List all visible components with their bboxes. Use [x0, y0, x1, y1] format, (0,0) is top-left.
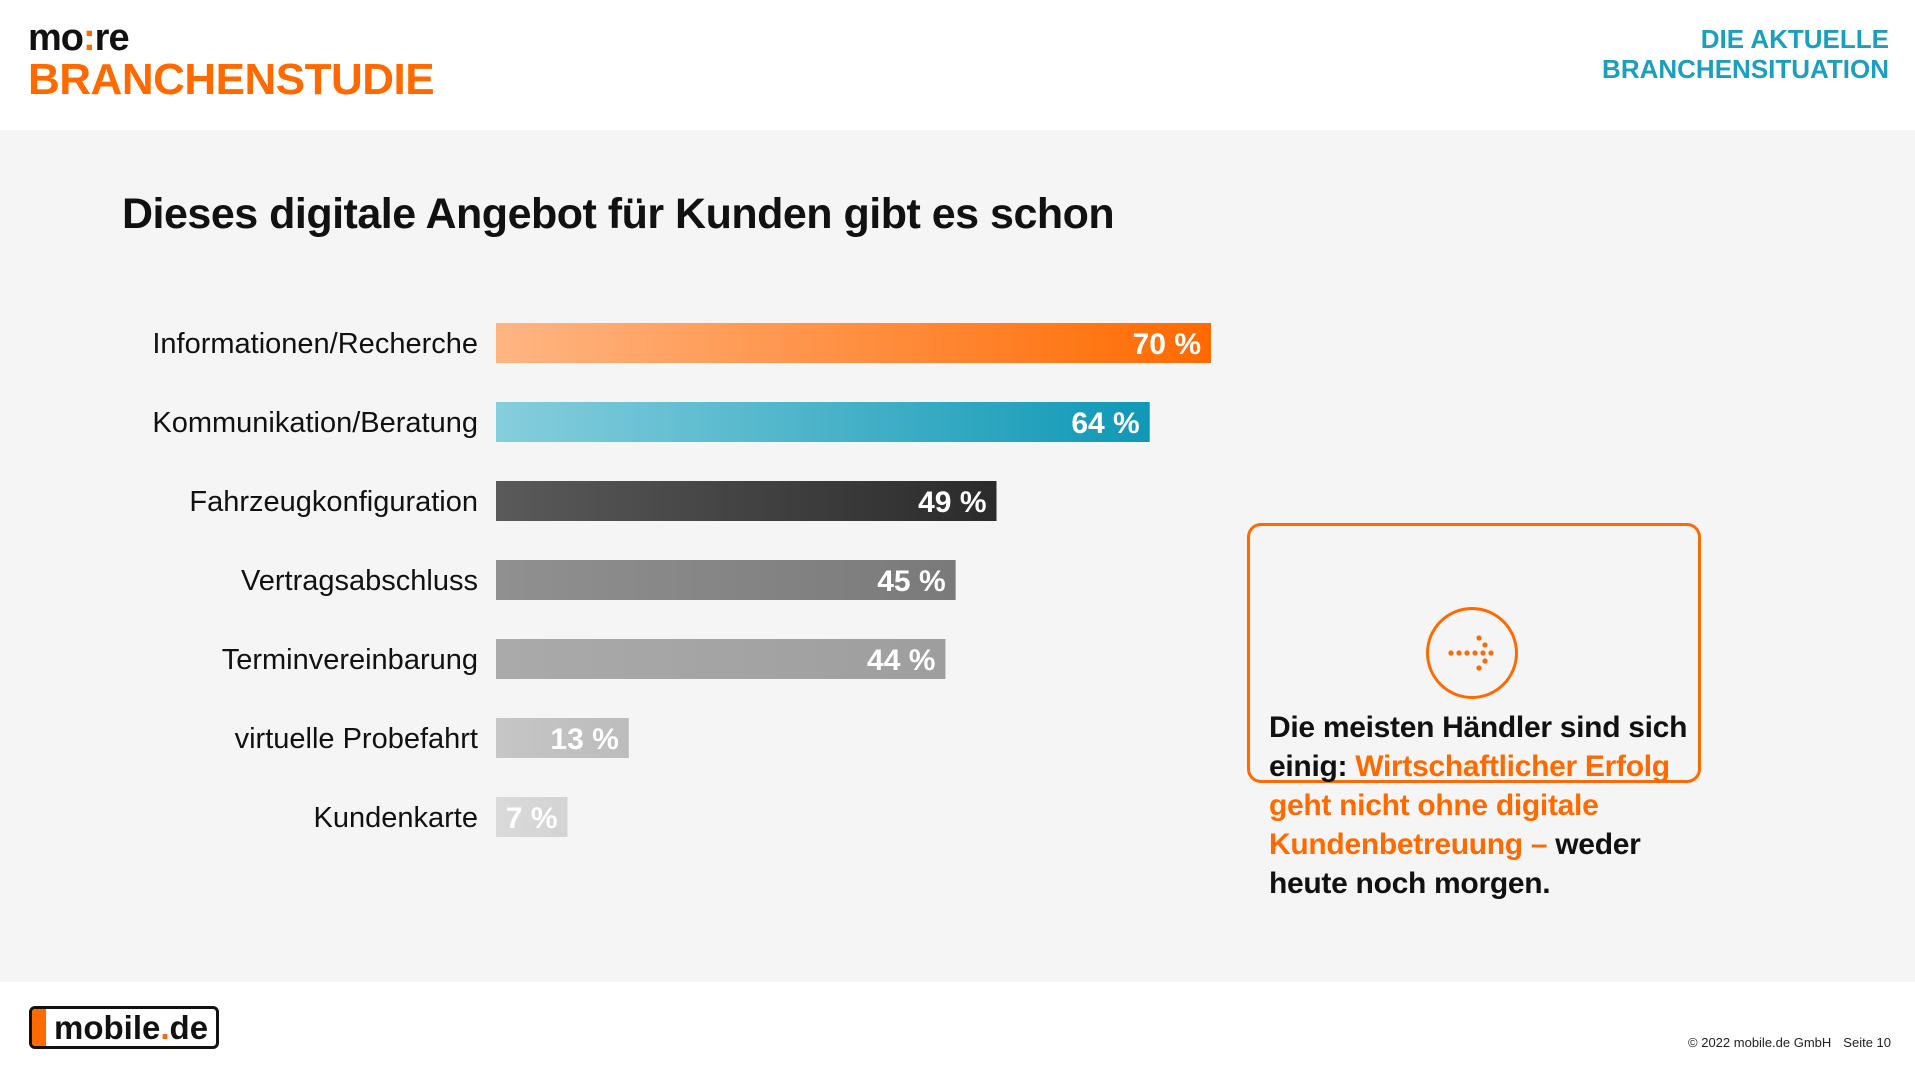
copyright: © 2022 mobile.de GmbH Seite 10	[1688, 1035, 1891, 1050]
bar	[496, 797, 568, 837]
bar	[496, 481, 997, 521]
brand-top: mo:re	[28, 18, 434, 58]
bar	[496, 560, 956, 600]
main-content: Dieses digitale Angebot für Kunden gibt …	[0, 130, 1915, 982]
category-label: Terminvereinbarung	[222, 644, 478, 676]
section-tag-line1: DIE AKTUELLE	[1700, 24, 1889, 54]
section-tag-line2: BRANCHENSITUATION	[1602, 54, 1889, 84]
mobile-de-logo: mobile.de	[29, 1006, 220, 1049]
logo-dot: .	[160, 1009, 170, 1046]
copyright-text: © 2022 mobile.de GmbH	[1688, 1035, 1832, 1050]
callout-text: Die meisten Händler sind sich einig: Wir…	[1269, 708, 1689, 903]
brand-top-colon: :	[83, 17, 96, 59]
category-label: Kundenkarte	[314, 802, 478, 834]
brand-bottom: BRANCHENSTUDIE	[28, 55, 435, 104]
callout-text-a: Die meisten Händler sind sich einig:	[1269, 711, 1688, 783]
footer	[0, 982, 1915, 1077]
callout-text-highlight: Wirtschaftlicher Erfolg geht nicht ohne …	[1269, 750, 1670, 861]
callout-text-b: weder heute noch morgen.	[1269, 828, 1641, 900]
page-number: Seite 10	[1843, 1035, 1891, 1050]
brand-top-part-b: re	[94, 17, 130, 59]
dotted-arrow-right-icon	[1448, 635, 1494, 671]
data-label: 7 %	[506, 802, 558, 835]
bar	[496, 402, 1150, 442]
data-label: 49 %	[918, 486, 986, 519]
category-label: virtuelle Probefahrt	[235, 723, 478, 755]
category-label: Kommunikation/Beratung	[152, 407, 478, 439]
brand-top-part-a: mo	[28, 17, 84, 59]
logo-text-a: mobile	[54, 1009, 161, 1046]
section-tag: DIE AKTUELLE BRANCHENSITUATION	[1602, 24, 1889, 84]
bar	[496, 639, 946, 679]
page-title: Dieses digitale Angebot für Kunden gibt …	[122, 190, 1115, 238]
data-label: 70 %	[1133, 328, 1201, 361]
bar	[496, 718, 629, 758]
category-label: Fahrzeugkonfiguration	[189, 486, 478, 518]
data-label: 13 %	[550, 723, 618, 756]
header: mo:re BRANCHENSTUDIE DIE AKTUELLE BRANCH…	[0, 0, 1915, 130]
category-label: Vertragsabschluss	[241, 565, 478, 597]
logo-bar	[32, 1009, 46, 1046]
data-label: 64 %	[1071, 407, 1139, 440]
logo-text-b: de	[169, 1009, 209, 1046]
brand-logo: mo:re BRANCHENSTUDIE	[28, 18, 435, 104]
data-label: 44 %	[867, 644, 935, 677]
data-label: 45 %	[877, 565, 945, 598]
bar	[496, 323, 1211, 363]
callout-icon-circle	[1426, 607, 1518, 699]
category-label: Informationen/Recherche	[152, 328, 478, 360]
